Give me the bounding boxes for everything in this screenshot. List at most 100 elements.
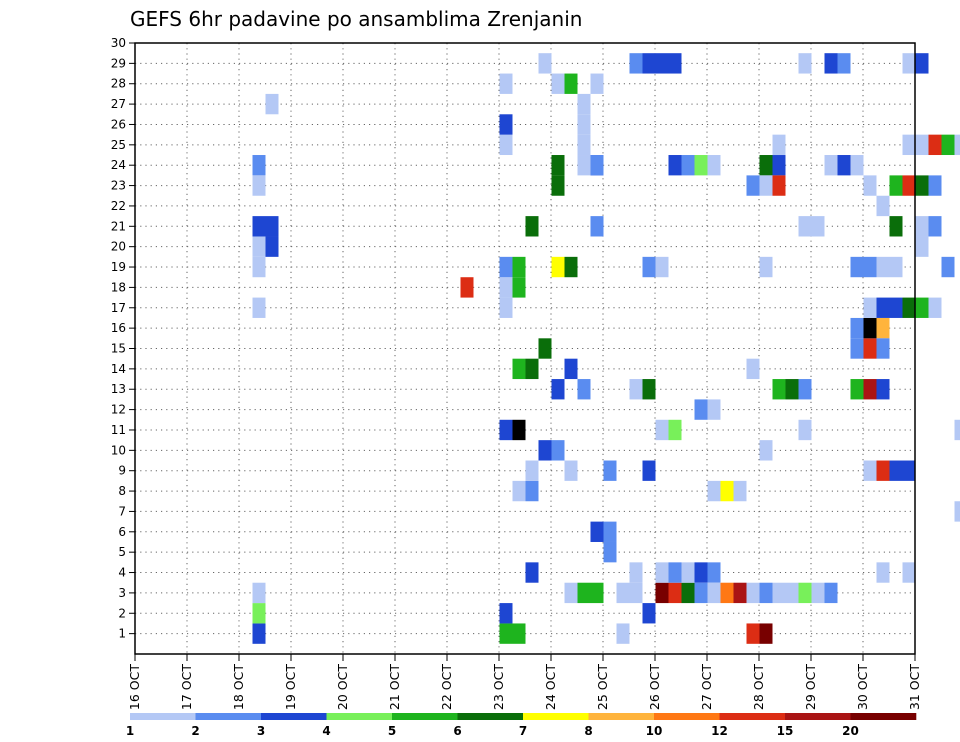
ensemble-cell xyxy=(694,399,708,420)
legend-label: 7 xyxy=(519,724,527,738)
ensemble-cell xyxy=(772,155,786,176)
ensemble-cell xyxy=(902,297,916,318)
ensemble-cell xyxy=(889,175,903,196)
ensemble-cell xyxy=(629,582,643,604)
ensemble-cell xyxy=(707,155,721,176)
x-tick-label: 16 OCT xyxy=(127,664,142,710)
ensemble-cell xyxy=(590,155,604,176)
ensemble-cell xyxy=(850,155,864,176)
ensemble-cell xyxy=(876,460,890,481)
x-tick-label: 21 OCT xyxy=(387,664,402,710)
ensemble-cell xyxy=(551,256,565,278)
ensemble-cell xyxy=(577,155,591,176)
ensemble-cell xyxy=(590,73,604,94)
ensemble-cell xyxy=(720,582,734,604)
y-tick-label: 13 xyxy=(111,382,126,396)
ensemble-cell xyxy=(252,175,266,196)
y-tick-label: 24 xyxy=(111,158,126,172)
ensemble-cell xyxy=(681,562,695,583)
x-tick-label: 20 OCT xyxy=(335,664,350,710)
legend-swatch xyxy=(392,713,458,720)
ensemble-cell xyxy=(642,53,656,74)
ensemble-cell xyxy=(668,53,682,74)
ensemble-cell xyxy=(798,53,812,74)
y-tick-label: 11 xyxy=(111,423,126,437)
legend-swatch xyxy=(326,713,393,720)
ensemble-cell xyxy=(720,480,734,502)
ensemble-cell xyxy=(863,317,877,339)
ensemble-cell xyxy=(772,582,786,604)
ensemble-cell xyxy=(876,297,890,318)
ensemble-cell xyxy=(876,562,890,583)
ensemble-cell xyxy=(746,623,760,644)
ensemble-cell xyxy=(252,236,266,257)
ensemble-cell xyxy=(655,419,669,441)
ensemble-cell xyxy=(525,562,539,583)
x-tick-label: 24 OCT xyxy=(543,664,558,710)
ensemble-cell xyxy=(564,358,578,380)
ensemble-cell xyxy=(759,440,773,461)
y-tick-label: 7 xyxy=(118,504,126,518)
ensemble-cell xyxy=(928,175,942,196)
ensemble-cell xyxy=(759,256,773,278)
ensemble-cell xyxy=(850,379,864,400)
ensemble-cell xyxy=(603,541,617,563)
y-tick-label: 18 xyxy=(111,280,126,294)
ensemble-cell xyxy=(499,603,513,624)
ensemble-cell xyxy=(265,236,279,257)
ensemble-cell xyxy=(941,134,955,156)
y-tick-label: 4 xyxy=(118,566,126,580)
ensemble-cells xyxy=(252,53,960,644)
y-tick-label: 17 xyxy=(111,301,126,315)
ensemble-cell xyxy=(577,93,591,115)
ensemble-cell xyxy=(642,379,656,400)
ensemble-cell xyxy=(603,460,617,481)
y-tick-label: 25 xyxy=(111,138,126,152)
y-tick-label: 27 xyxy=(111,97,126,111)
ensemble-cell xyxy=(863,460,877,481)
ensemble-cell xyxy=(681,155,695,176)
ensemble-cell xyxy=(655,256,669,278)
ensemble-cell xyxy=(252,256,266,278)
ensemble-cell xyxy=(772,134,786,156)
ensemble-cell xyxy=(837,53,851,74)
legend-swatch xyxy=(719,713,786,720)
ensemble-cell xyxy=(252,216,266,237)
legend-label: 1 xyxy=(126,724,134,738)
ensemble-cell xyxy=(889,460,903,481)
ensemble-cell xyxy=(668,155,682,176)
ensemble-cell xyxy=(915,216,929,237)
ensemble-cell xyxy=(915,236,929,257)
legend-label: 2 xyxy=(191,724,199,738)
ensemble-cell xyxy=(863,297,877,318)
ensemble-cell xyxy=(707,582,721,604)
ensemble-cell xyxy=(577,134,591,156)
ensemble-cell xyxy=(863,379,877,400)
legend-label: 5 xyxy=(388,724,396,738)
ensemble-cell xyxy=(668,419,682,441)
ensemble-cell xyxy=(616,582,630,604)
ensemble-cell xyxy=(460,277,474,298)
ensemble-cell xyxy=(876,317,890,339)
ensemble-cell xyxy=(811,582,825,604)
x-tick-label: 19 OCT xyxy=(283,664,298,710)
ensemble-cell xyxy=(746,358,760,380)
ensemble-cell xyxy=(629,53,643,74)
ensemble-cell xyxy=(733,582,747,604)
ensemble-cell xyxy=(902,175,916,196)
legend-label: 12 xyxy=(711,724,728,738)
ensemble-cell xyxy=(824,155,838,176)
ensemble-cell xyxy=(577,114,591,135)
ensemble-cell xyxy=(499,297,513,318)
ensemble-cell xyxy=(850,338,864,359)
ensemble-cell xyxy=(928,297,942,318)
ensemble-cell xyxy=(655,582,669,604)
ensemble-cell xyxy=(902,134,916,156)
legend-swatch xyxy=(195,713,262,720)
y-tick-label: 29 xyxy=(111,56,126,70)
ensemble-cell xyxy=(512,480,526,502)
y-tick-label: 12 xyxy=(111,403,126,417)
ensemble-cell xyxy=(252,155,266,176)
ensemble-cell xyxy=(889,297,903,318)
